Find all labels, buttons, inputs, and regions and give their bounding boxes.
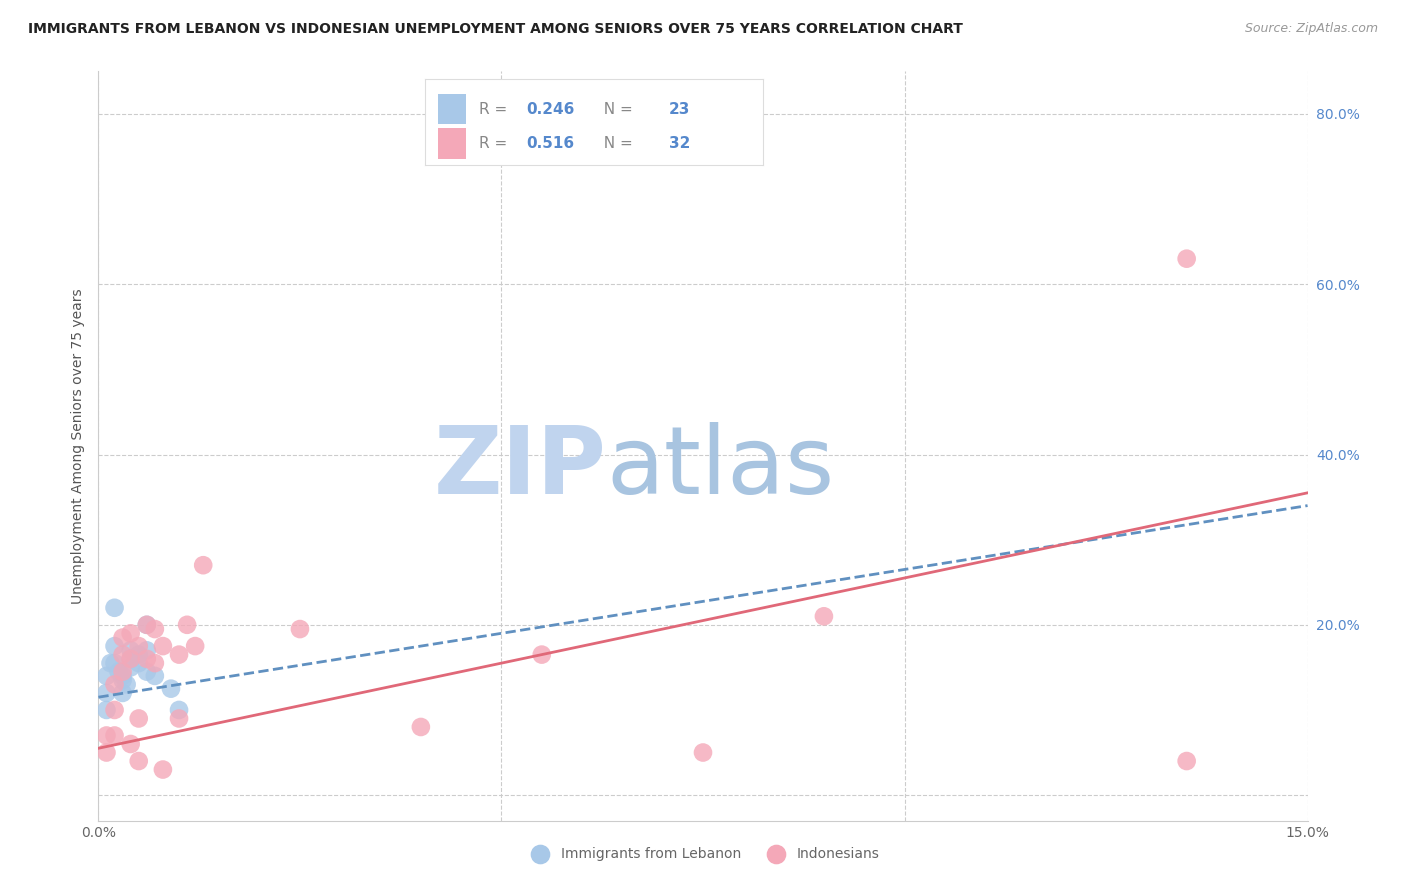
Point — [135, 652, 157, 666]
Point — [111, 669, 134, 683]
Point — [96, 729, 118, 743]
Point — [103, 656, 125, 670]
Text: IMMIGRANTS FROM LEBANON VS INDONESIAN UNEMPLOYMENT AMONG SENIORS OVER 75 YEARS C: IMMIGRANTS FROM LEBANON VS INDONESIAN UN… — [28, 22, 963, 37]
Point — [184, 639, 207, 653]
Point — [1175, 252, 1198, 266]
Point — [120, 660, 142, 674]
Point — [128, 656, 150, 670]
Point — [135, 617, 157, 632]
Point — [135, 665, 157, 679]
Point — [111, 631, 134, 645]
Point — [111, 686, 134, 700]
Point — [813, 609, 835, 624]
Y-axis label: Unemployment Among Seniors over 75 years: Unemployment Among Seniors over 75 years — [72, 288, 86, 604]
Point — [96, 703, 118, 717]
Point — [103, 703, 125, 717]
Point — [409, 720, 432, 734]
Text: atlas: atlas — [606, 423, 835, 515]
Point — [128, 648, 150, 662]
Point — [160, 681, 183, 696]
Point — [128, 639, 150, 653]
Point — [120, 626, 142, 640]
Point — [103, 729, 125, 743]
Point — [143, 669, 166, 683]
Point — [103, 600, 125, 615]
Point — [120, 643, 142, 657]
Point — [120, 652, 142, 666]
Point — [530, 648, 553, 662]
Point — [167, 703, 190, 717]
Point — [135, 643, 157, 657]
Point — [115, 677, 138, 691]
Point — [111, 648, 134, 662]
Text: ZIP: ZIP — [433, 423, 606, 515]
Point — [167, 648, 190, 662]
Point — [1175, 754, 1198, 768]
Point — [120, 737, 142, 751]
Point — [692, 746, 714, 760]
Point — [100, 656, 122, 670]
Point — [152, 763, 174, 777]
Point — [128, 711, 150, 725]
Point — [143, 622, 166, 636]
Legend: Immigrants from Lebanon, Indonesians: Immigrants from Lebanon, Indonesians — [520, 841, 886, 866]
Text: Source: ZipAtlas.com: Source: ZipAtlas.com — [1244, 22, 1378, 36]
Point — [107, 665, 129, 679]
Point — [96, 669, 118, 683]
Point — [103, 639, 125, 653]
Point — [135, 617, 157, 632]
Point — [111, 665, 134, 679]
Point — [128, 754, 150, 768]
Point — [288, 622, 311, 636]
Point — [143, 656, 166, 670]
Point — [96, 746, 118, 760]
Point — [111, 673, 134, 688]
Point — [193, 558, 215, 573]
Point — [152, 639, 174, 653]
Point — [167, 711, 190, 725]
Point — [176, 617, 198, 632]
Point — [96, 686, 118, 700]
Point — [103, 677, 125, 691]
Point — [120, 652, 142, 666]
